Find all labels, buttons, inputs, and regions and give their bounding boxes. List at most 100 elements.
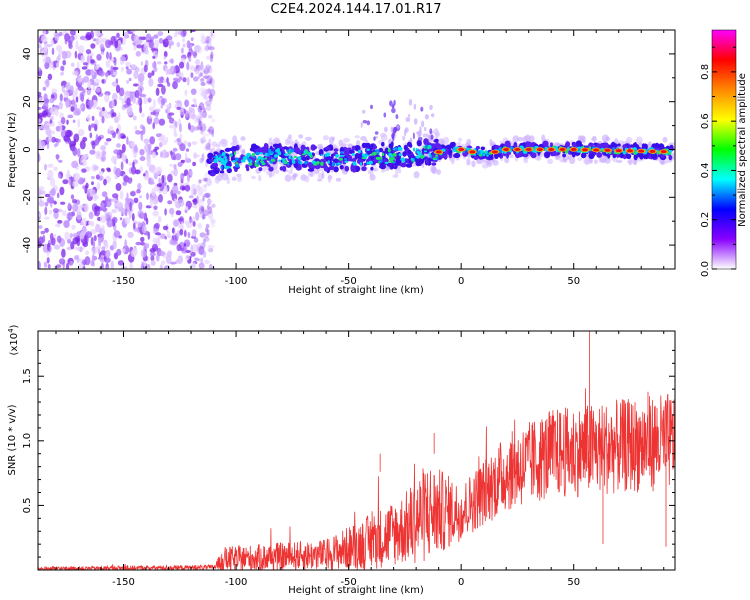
snr-ylabel: SNR (10 * v/v) bbox=[7, 404, 18, 475]
snr-series-line bbox=[38, 388, 675, 570]
peak-marker bbox=[604, 148, 611, 152]
band-highlight-blob bbox=[217, 156, 222, 162]
noise-blob bbox=[56, 62, 60, 68]
noise-blob bbox=[183, 229, 187, 238]
noise-blob bbox=[64, 231, 70, 241]
noise-blob bbox=[184, 89, 188, 96]
noise-blob bbox=[111, 216, 118, 224]
snr-ytick-label: 0.5 bbox=[22, 497, 33, 513]
band-highlight-blob bbox=[313, 163, 318, 166]
band-highlight-blob bbox=[213, 156, 216, 159]
spur-blob bbox=[412, 132, 415, 140]
noise-blob bbox=[207, 88, 212, 94]
band-highlight-blob bbox=[338, 157, 343, 161]
band-halo-blob bbox=[398, 168, 402, 174]
noise-blob bbox=[203, 70, 207, 74]
spectrogram-ytick-label: 0 bbox=[22, 146, 33, 152]
noise-blob bbox=[66, 212, 73, 221]
noise-blob bbox=[202, 131, 206, 139]
noise-blob bbox=[199, 157, 204, 164]
noise-blob bbox=[170, 151, 176, 161]
noise-blob bbox=[65, 83, 70, 89]
noise-blob bbox=[203, 66, 208, 71]
band-core-blob bbox=[407, 149, 412, 155]
band-halo-blob bbox=[275, 169, 280, 174]
band-highlight-blob bbox=[398, 146, 403, 151]
noise-blob bbox=[169, 66, 172, 75]
noise-blob bbox=[176, 106, 181, 110]
band-halo-blob bbox=[577, 157, 583, 162]
noise-blob bbox=[137, 222, 143, 228]
band-highlight-blob bbox=[344, 160, 349, 163]
noise-blob bbox=[189, 219, 194, 223]
noise-blob bbox=[192, 161, 197, 167]
band-core-blob bbox=[593, 142, 598, 146]
noise-blob bbox=[193, 154, 201, 158]
noise-blob bbox=[205, 133, 211, 137]
noise-blob bbox=[72, 237, 79, 245]
noise-blob bbox=[197, 191, 204, 197]
noise-blob bbox=[161, 85, 166, 95]
noise-blob bbox=[63, 220, 70, 229]
noise-blob bbox=[116, 154, 121, 160]
band-highlight-blob bbox=[476, 150, 481, 155]
noise-blob bbox=[60, 201, 66, 205]
noise-blob bbox=[194, 257, 199, 261]
noise-blob bbox=[200, 82, 206, 87]
noise-blob bbox=[204, 40, 209, 44]
noise-blob bbox=[180, 172, 185, 181]
noise-blob bbox=[68, 40, 72, 49]
noise-blob bbox=[163, 56, 167, 60]
band-core-blob bbox=[351, 145, 356, 151]
peak-marker bbox=[435, 150, 442, 154]
band-halo-blob bbox=[335, 177, 342, 182]
noise-blob bbox=[112, 71, 118, 76]
noise-blob bbox=[64, 33, 71, 42]
band-core-blob bbox=[603, 142, 609, 147]
noise-blob bbox=[72, 233, 79, 238]
noise-blob bbox=[77, 118, 81, 128]
band-highlight-blob bbox=[340, 151, 344, 154]
noise-blob bbox=[198, 245, 205, 256]
peak-marker bbox=[649, 149, 656, 153]
band-highlight-blob bbox=[410, 157, 414, 161]
noise-blob bbox=[204, 44, 210, 51]
band-halo-blob bbox=[662, 136, 668, 143]
noise-blob bbox=[141, 36, 147, 41]
noise-blob bbox=[202, 209, 210, 216]
noise-blob bbox=[96, 182, 101, 191]
noise-blob bbox=[114, 116, 119, 124]
noise-blob bbox=[158, 37, 163, 44]
spur-blob bbox=[413, 118, 418, 125]
band-highlight-blob bbox=[291, 156, 294, 161]
noise-blob bbox=[107, 168, 111, 173]
band-halo-blob bbox=[288, 134, 292, 139]
spur-blob bbox=[424, 126, 427, 132]
noise-blob bbox=[125, 158, 129, 164]
noise-blob bbox=[100, 51, 105, 55]
noise-blob bbox=[47, 196, 55, 203]
noise-blob bbox=[78, 128, 85, 137]
band-core-blob bbox=[261, 150, 267, 154]
noise-blob bbox=[129, 202, 132, 211]
band-core-blob bbox=[227, 160, 232, 167]
noise-blob bbox=[175, 64, 179, 71]
noise-blob bbox=[101, 150, 107, 156]
noise-blob bbox=[152, 55, 156, 60]
band-halo-blob bbox=[206, 178, 213, 187]
band-halo-blob bbox=[327, 174, 333, 181]
noise-blob bbox=[167, 200, 173, 205]
band-highlight-blob bbox=[482, 154, 486, 157]
band-halo-blob bbox=[304, 175, 310, 183]
noise-blob bbox=[196, 243, 202, 252]
noise-blob bbox=[208, 138, 212, 148]
noise-blob bbox=[88, 124, 92, 132]
band-core-blob bbox=[423, 138, 429, 146]
noise-blob bbox=[143, 173, 146, 177]
noise-blob bbox=[82, 62, 88, 66]
noise-blob bbox=[77, 148, 81, 158]
snr-frame bbox=[37, 330, 676, 571]
noise-blob bbox=[127, 231, 134, 239]
noise-blob bbox=[211, 129, 214, 138]
spur-blob bbox=[392, 131, 396, 137]
